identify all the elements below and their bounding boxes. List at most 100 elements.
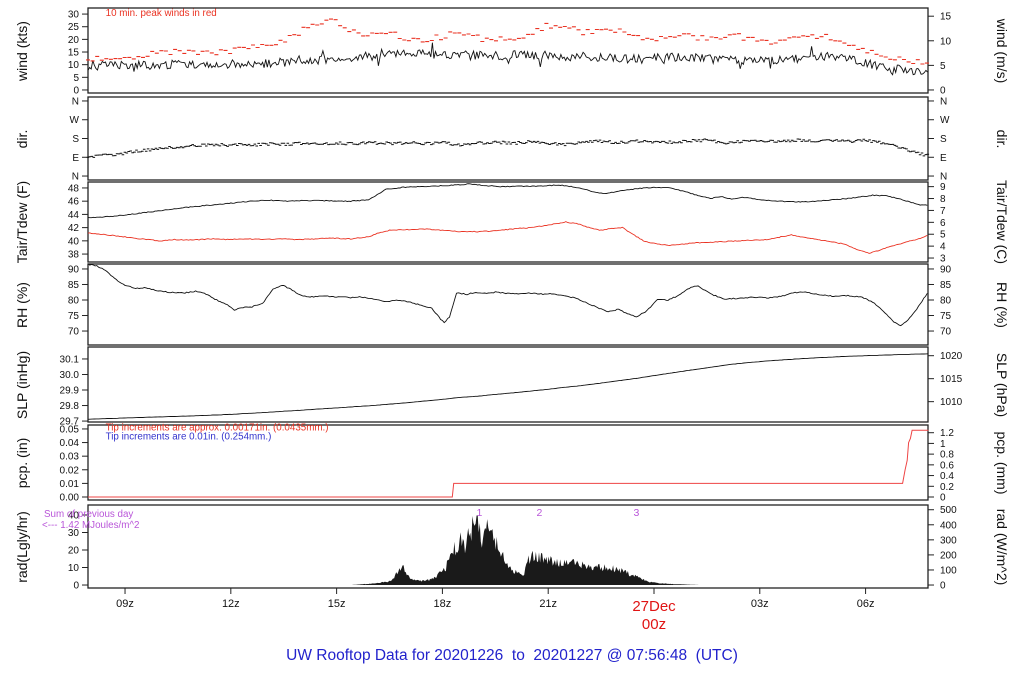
y-axis-label-right-rad: rad (W/m^2) <box>994 508 1010 585</box>
y-tick-label-right: 1020 <box>940 351 963 362</box>
y-tick-label-left: 30.1 <box>60 354 80 365</box>
y-axis-label-left-rad: rad(Lgly/hr) <box>14 510 30 583</box>
y-axis-label-left-temp: Tair/Tdew (F) <box>14 180 30 264</box>
y-tick-label-right: 5 <box>940 61 946 72</box>
y-tick-label-right: 6 <box>940 218 946 229</box>
y-axis-label-left-wind: wind (kts) <box>14 20 30 81</box>
annotation: Sum of previous day <box>44 509 133 520</box>
wind-direction-deg <box>86 138 930 158</box>
y-axis-label-left-dir: dir. <box>14 129 30 148</box>
x-tick-label: 00z <box>642 616 666 633</box>
y-tick-label-left: 75 <box>68 311 80 322</box>
x-tick-label: 27Dec <box>632 598 676 615</box>
pcp-plot-area <box>87 424 929 501</box>
rad-plot-area <box>87 504 929 589</box>
y-axis-label-left-rh: RH (%) <box>14 281 30 328</box>
y-tick-label-left: 30.0 <box>60 370 80 381</box>
y-tick-label-left: 25 <box>68 22 80 33</box>
wind-plot-area <box>87 7 929 94</box>
x-tick-label: 18z <box>434 598 452 610</box>
y-tick-label-right: 5 <box>940 230 946 241</box>
y-tick-label-left: 0.02 <box>60 465 80 476</box>
y-tick-label-right: 3 <box>940 254 946 265</box>
x-tick-label: 12z <box>222 598 240 610</box>
y-axis-label-right-wind: wind (m/s) <box>994 18 1010 83</box>
x-tick-label: 21z <box>539 598 557 610</box>
temp-plot-area <box>87 181 929 263</box>
y-tick-label-left: 0 <box>73 85 79 96</box>
y-tick-label-right: 1 <box>940 439 946 450</box>
annotation: 10 min. peak winds in red <box>106 8 217 19</box>
y-tick-label-right: 10 <box>940 36 952 47</box>
y-axis-label-right-slp: SLP (hPa) <box>994 352 1010 417</box>
y-tick-label-right: 100 <box>940 565 957 576</box>
y-tick-label-right: E <box>940 153 947 164</box>
y-tick-label-left: 30 <box>68 528 80 539</box>
y-tick-label-left: 85 <box>68 280 80 291</box>
wind-10min-peak-kts <box>86 18 929 65</box>
y-tick-label-left: 40 <box>68 236 80 247</box>
x-tick-label: 06z <box>857 598 875 610</box>
solar-radiation-lgly-hr <box>350 515 700 585</box>
y-tick-label-left: 30 <box>68 10 80 21</box>
y-tick-label-left: 0 <box>73 581 79 592</box>
y-tick-label-left: 46 <box>68 197 80 208</box>
y-tick-label-right: 8 <box>940 194 946 205</box>
precip-accum-in <box>88 429 929 498</box>
y-axis-label-left-slp: SLP (inHg) <box>14 350 30 419</box>
y-tick-label-right: 75 <box>940 311 952 322</box>
y-tick-label-right: 1015 <box>940 374 963 385</box>
y-tick-label-left: 5 <box>73 73 79 84</box>
y-tick-label-left: 0.03 <box>60 452 80 463</box>
y-axis-label-right-temp: Tair/Tdew (C) <box>994 179 1010 265</box>
y-tick-label-right: 300 <box>940 535 957 546</box>
y-tick-label-right: N <box>940 172 947 183</box>
rh-plot-area <box>87 263 929 346</box>
y-tick-label-left: E <box>72 153 79 164</box>
y-tick-label-left: 10 <box>68 563 80 574</box>
y-tick-label-right: 4 <box>940 242 946 253</box>
wind-sustained-kts <box>87 42 928 76</box>
y-tick-label-right: 400 <box>940 520 957 531</box>
tair-f <box>87 183 928 219</box>
annotation: 1 <box>477 507 483 519</box>
y-tick-label-right: 0.2 <box>940 482 954 493</box>
y-tick-label-left: 70 <box>68 327 80 338</box>
y-tick-label-right: 200 <box>940 550 957 561</box>
y-tick-label-right: 80 <box>940 296 952 307</box>
tdew-f <box>87 221 928 254</box>
y-tick-label-left: 10 <box>68 60 80 71</box>
sea-level-pressure-inhg <box>87 353 929 420</box>
y-tick-label-right: 7 <box>940 206 946 217</box>
y-tick-label-right: 500 <box>940 505 957 516</box>
y-tick-label-right: 1.2 <box>940 428 954 439</box>
y-tick-label-left: 20 <box>68 546 80 557</box>
y-tick-label-right: 70 <box>940 327 952 338</box>
y-tick-label-left: 38 <box>68 250 80 261</box>
y-tick-label-right: 15 <box>940 12 952 23</box>
y-tick-label-left: 0.00 <box>60 493 80 504</box>
y-tick-label-left: 48 <box>68 183 80 194</box>
y-axis-label-left-pcp: pcp. (in) <box>14 437 30 488</box>
y-tick-label-left: 80 <box>68 296 80 307</box>
annotation: Tip increments are 0.01in. (0.254mm.) <box>106 431 272 442</box>
y-tick-label-right: 0.6 <box>940 460 954 471</box>
y-tick-label-right: 9 <box>940 182 946 193</box>
annotation: 2 <box>536 507 542 519</box>
annotation: <--- 1.42 MJoules/m^2 <box>42 520 139 531</box>
dir-plot-area <box>87 96 929 181</box>
y-tick-label-left: 44 <box>68 210 80 221</box>
y-tick-label-left: 20 <box>68 35 80 46</box>
y-tick-label-left: 90 <box>68 264 80 275</box>
y-tick-label-right: 0.4 <box>940 471 954 482</box>
y-tick-label-left: S <box>72 134 79 145</box>
relative-humidity-pct <box>87 263 928 327</box>
annotation: 3 <box>633 507 639 519</box>
annotation: Tip increments are approx. 0.00171in. (0… <box>106 423 329 434</box>
y-tick-label-right: W <box>940 115 950 126</box>
y-tick-label-left: 29.9 <box>60 386 80 397</box>
y-tick-label-right: S <box>940 134 947 145</box>
y-axis-label-right-dir: dir. <box>994 129 1010 148</box>
